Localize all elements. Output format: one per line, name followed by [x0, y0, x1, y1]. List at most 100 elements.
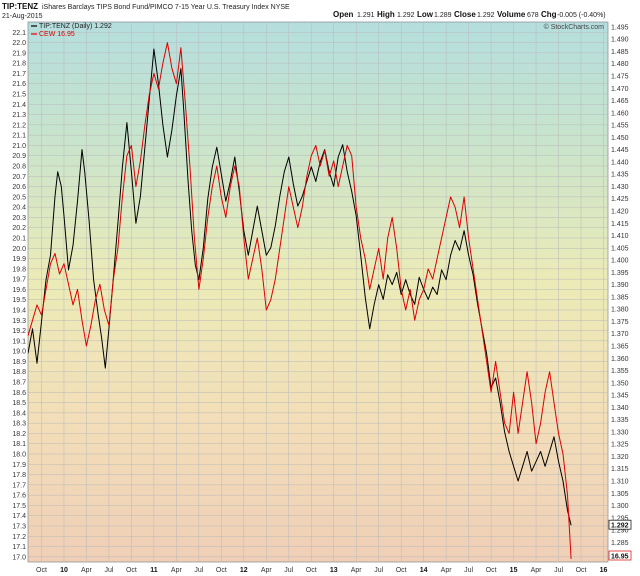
left-tick-label: 19.9	[12, 256, 26, 263]
x-tick-label: 13	[330, 567, 338, 574]
x-tick-label: Apr	[441, 567, 453, 574]
header-date: 21-Aug-2015	[2, 13, 43, 20]
right-tick-label: 1.425	[611, 196, 629, 203]
high-label: High	[377, 10, 395, 19]
right-tick-label: 1.395	[611, 270, 629, 277]
left-tick-label: 19.1	[12, 338, 26, 345]
left-tick-label: 21.1	[12, 133, 26, 140]
left-tick-label: 21.0	[12, 143, 26, 150]
x-tick-label: Apr	[81, 567, 93, 574]
legend-series-tip: TIP:TENZ (Daily) 1.292	[39, 23, 112, 30]
right-tick-label: 1.330	[611, 429, 629, 436]
right-tick-label: 1.285	[611, 540, 629, 547]
right-tick-label: 1.445	[611, 147, 629, 154]
left-tick-label: 21.5	[12, 92, 26, 99]
left-tick-label: 20.3	[12, 215, 26, 222]
chg-label: Chg	[541, 10, 557, 19]
right-tick-label: 1.465	[611, 98, 629, 105]
right-tick-label: 1.415	[611, 221, 629, 228]
x-tick-label: Oct	[486, 567, 497, 574]
left-tick-label: 18.3	[12, 421, 26, 428]
left-tick-label: 18.7	[12, 380, 26, 387]
left-tick-label: 21.7	[12, 71, 26, 78]
left-tick-label: 19.8	[12, 266, 26, 273]
right-tick-label: 1.350	[611, 380, 629, 387]
right-last-value-badge: 1.292	[609, 520, 631, 530]
left-tick-label: 20.6	[12, 184, 26, 191]
right-tick-label: 1.335	[611, 417, 629, 424]
right-tick-label: 1.320	[611, 454, 629, 461]
header-description: iShares Barclays TIPS Bond Fund/PIMCO 7-…	[42, 4, 290, 11]
x-tick-label: Jul	[374, 567, 383, 574]
right-tick-label: 1.450	[611, 135, 629, 142]
left-tick-label: 22.1	[12, 30, 26, 37]
x-tick-label: Jul	[194, 567, 203, 574]
right-tick-label: 1.400	[611, 258, 629, 265]
left-tick-label: 17.6	[12, 493, 26, 500]
open-value: 1.291	[357, 12, 375, 19]
right-tick-label: 1.370	[611, 331, 629, 338]
left-tick-label: 17.1	[12, 544, 26, 551]
left-tick-label: 20.1	[12, 236, 26, 243]
plot-area	[28, 22, 608, 562]
left-tick-label: 18.2	[12, 431, 26, 438]
low-label: Low	[417, 10, 434, 19]
left-tick-label: 17.4	[12, 513, 26, 520]
right-tick-label: 1.365	[611, 344, 629, 351]
right-tick-label: 1.325	[611, 442, 629, 449]
left-tick-label: 19.5	[12, 297, 26, 304]
left-tick-label: 19.4	[12, 308, 26, 315]
x-tick-label: Oct	[306, 567, 317, 574]
volume-value: 678	[527, 12, 539, 19]
x-tick-label: 12	[240, 567, 248, 574]
right-tick-label: 1.405	[611, 245, 629, 252]
left-tick-label: 19.3	[12, 318, 26, 325]
left-tick-label: 17.3	[12, 524, 26, 531]
right-tick-label: 1.495	[611, 24, 629, 31]
left-tick-label: 20.4	[12, 205, 26, 212]
right-tick-label: 1.480	[611, 61, 629, 68]
x-tick-label: Oct	[396, 567, 407, 574]
right-tick-label: 1.440	[611, 159, 629, 166]
left-tick-label: 21.9	[12, 50, 26, 57]
left-tick-label: 20.8	[12, 164, 26, 171]
left-tick-label: 18.5	[12, 400, 26, 407]
right-tick-label: 1.420	[611, 209, 629, 216]
left-tick-label: 21.2	[12, 122, 26, 129]
svg-text:1.292: 1.292	[611, 523, 629, 530]
right-tick-label: 1.385	[611, 294, 629, 301]
left-tick-label: 17.2	[12, 534, 26, 541]
left-tick-label: 18.0	[12, 452, 26, 459]
right-tick-label: 1.315	[611, 466, 629, 473]
left-tick-label: 19.2	[12, 328, 26, 335]
svg-text:16.95: 16.95	[611, 554, 629, 561]
x-tick-label: Oct	[126, 567, 137, 574]
left-tick-label: 21.3	[12, 112, 26, 119]
left-tick-label: 19.6	[12, 287, 26, 294]
x-tick-label: Apr	[351, 567, 363, 574]
left-tick-label: 20.5	[12, 194, 26, 201]
volume-label: Volume	[497, 10, 526, 19]
close-label: Close	[454, 10, 476, 19]
x-tick-label: Apr	[531, 567, 543, 574]
right-tick-label: 1.485	[611, 49, 629, 56]
right-tick-label: 1.375	[611, 319, 629, 326]
left-tick-label: 18.9	[12, 359, 26, 366]
right-tick-label: 1.410	[611, 233, 629, 240]
left-tick-label: 18.1	[12, 441, 26, 448]
left-tick-label: 19.7	[12, 277, 26, 284]
right-tick-label: 1.310	[611, 479, 629, 486]
x-tick-label: Apr	[171, 567, 183, 574]
left-tick-label: 21.4	[12, 102, 26, 109]
high-value: 1.292	[397, 12, 415, 19]
left-tick-label: 18.6	[12, 390, 26, 397]
x-tick-label: 11	[150, 567, 158, 574]
right-tick-label: 1.490	[611, 37, 629, 44]
left-tick-label: 20.7	[12, 174, 26, 181]
x-tick-label: Oct	[216, 567, 227, 574]
left-tick-label: 20.9	[12, 153, 26, 160]
x-tick-label: Jul	[284, 567, 293, 574]
x-tick-label: 15	[510, 567, 518, 574]
chg-value: -0.005 (-0.40%)	[557, 12, 606, 19]
